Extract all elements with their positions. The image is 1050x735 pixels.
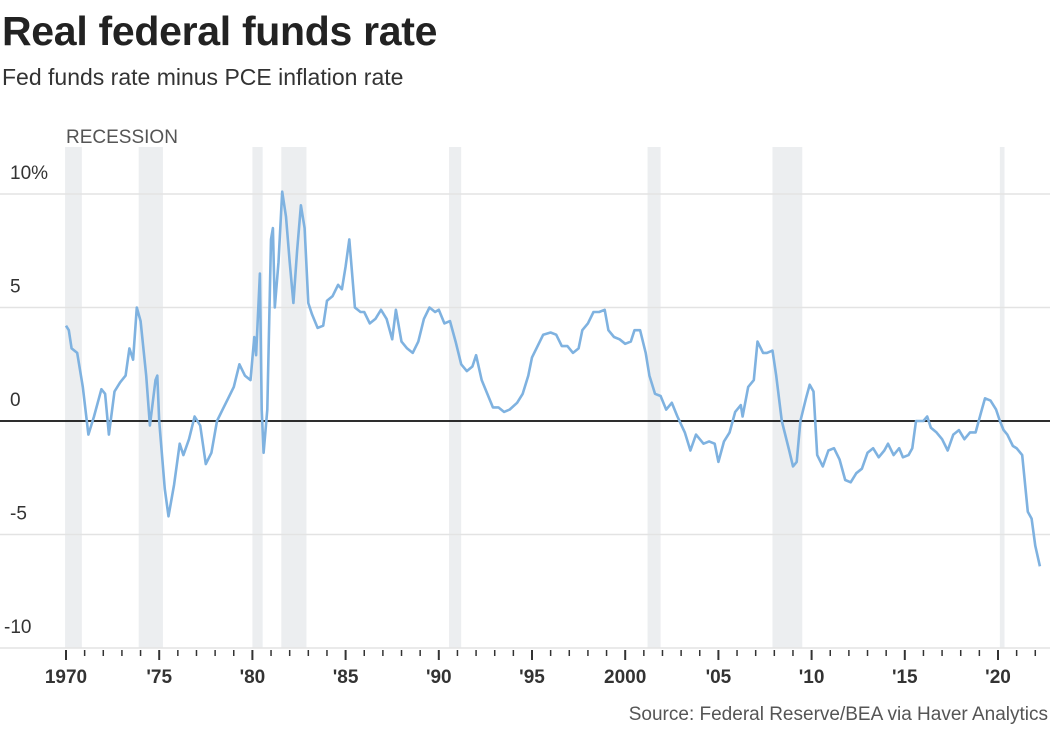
x-tick-label: 1970 xyxy=(45,667,87,688)
x-tick-label: '20 xyxy=(985,667,1011,688)
x-tick-label: '85 xyxy=(333,667,359,688)
x-tick-label: '15 xyxy=(892,667,918,688)
x-tick-label: '80 xyxy=(240,667,266,688)
y-tick-label: -10 xyxy=(4,617,31,638)
y-tick-label: 10% xyxy=(10,163,48,184)
chart-source: Source: Federal Reserve/BEA via Haver An… xyxy=(628,704,1048,725)
recession-band xyxy=(252,147,263,648)
recession-label: RECESSION xyxy=(66,127,178,148)
x-tick-label: '75 xyxy=(146,667,172,688)
x-tick-label: '90 xyxy=(426,667,452,688)
recession-band xyxy=(647,147,661,648)
y-tick-label: 0 xyxy=(10,390,21,411)
recession-band xyxy=(449,147,462,648)
series-line xyxy=(64,190,1042,567)
recession-band xyxy=(281,147,307,648)
x-tick-label: '10 xyxy=(799,667,825,688)
y-tick-label: -5 xyxy=(10,504,27,525)
chart-title: Real federal funds rate xyxy=(2,8,438,54)
recession-band xyxy=(65,147,82,648)
chart-subtitle: Fed funds rate minus PCE inflation rate xyxy=(2,64,404,90)
recession-band xyxy=(772,147,803,648)
y-tick-label: 5 xyxy=(10,277,21,298)
x-tick-label: 2000 xyxy=(604,667,646,688)
x-tick-label: '95 xyxy=(519,667,545,688)
x-tick-label: '05 xyxy=(706,667,732,688)
recession-band xyxy=(999,147,1005,648)
